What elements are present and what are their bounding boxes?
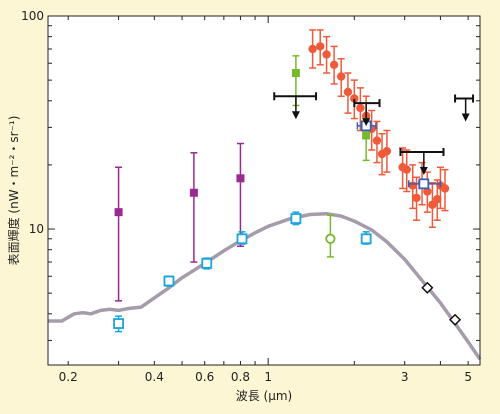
data-point xyxy=(449,313,462,326)
upper-limit-arrow xyxy=(461,113,470,122)
data-point xyxy=(325,233,336,244)
data-point xyxy=(236,233,248,245)
y-axis-ticks: 10 100 xyxy=(21,9,480,341)
data-point xyxy=(408,181,417,190)
data-point xyxy=(372,136,382,145)
data-point xyxy=(440,184,450,193)
data-point xyxy=(290,213,302,224)
x-tick-label: 0.4 xyxy=(145,370,164,384)
plot-area xyxy=(48,16,480,365)
x-tick-label: 1 xyxy=(264,370,272,384)
data-point xyxy=(322,50,331,59)
data-point xyxy=(382,146,392,156)
data-point xyxy=(337,72,346,81)
data-point xyxy=(316,42,325,51)
x-tick-label: 0.2 xyxy=(59,370,78,384)
data-point xyxy=(201,257,213,269)
data-point xyxy=(291,69,300,78)
data-point xyxy=(418,178,430,190)
data-point xyxy=(423,187,432,196)
x-tick-label: 0.8 xyxy=(231,370,250,384)
data-point xyxy=(433,195,442,204)
model-curve xyxy=(48,211,482,361)
chart-marks xyxy=(48,29,482,361)
data-point xyxy=(356,103,365,113)
data-point xyxy=(402,165,411,174)
data-point xyxy=(114,208,123,217)
data-point xyxy=(343,87,353,97)
x-tick-label: 3 xyxy=(401,370,409,384)
data-point xyxy=(350,94,359,103)
data-point xyxy=(421,281,434,294)
data-point xyxy=(360,233,372,245)
upper-limit-arrow xyxy=(419,166,428,175)
x-axis-title: 波長 (μm) xyxy=(236,389,293,403)
data-point xyxy=(362,131,371,140)
x-axis-ticks: 0.2 0.4 0.6 0.8 1 3 5 xyxy=(59,16,472,384)
y-tick-label: 10 xyxy=(29,222,44,236)
data-point xyxy=(236,174,245,183)
y-axis-title: 表面輝度 (nW・m⁻²・sr⁻¹) xyxy=(6,116,21,266)
upper-limit-arrow xyxy=(291,111,300,120)
data-point xyxy=(412,193,421,203)
y-tick-label: 100 xyxy=(21,9,44,23)
data-point xyxy=(113,318,124,329)
data-point xyxy=(163,275,175,287)
x-tick-label: 0.6 xyxy=(195,370,214,384)
upper-limit-arrow xyxy=(362,118,371,127)
data-point xyxy=(308,44,317,54)
data-point xyxy=(189,188,198,197)
plot-frame xyxy=(47,15,481,366)
x-tick-label: 5 xyxy=(464,370,472,384)
data-point xyxy=(428,200,437,209)
data-point xyxy=(329,60,339,70)
